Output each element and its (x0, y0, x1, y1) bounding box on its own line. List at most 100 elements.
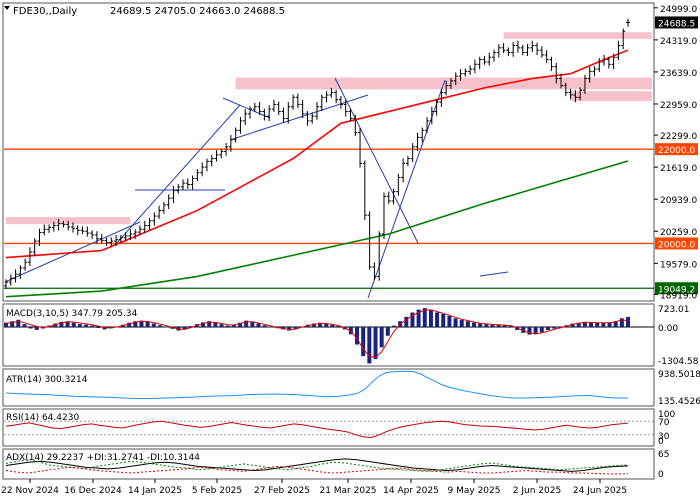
macd-bar-66 (410, 312, 415, 328)
bar-91 (439, 88, 444, 107)
bar-42 (204, 158, 209, 172)
macd-bar-21 (133, 321, 138, 328)
bar-85 (410, 143, 415, 163)
bar-5 (27, 247, 32, 266)
macd-bar-71 (441, 313, 446, 328)
macd-tick-0: 723.01 (658, 305, 690, 315)
bar-12 (61, 220, 66, 228)
macd-bar-62 (385, 327, 390, 336)
bar-102 (492, 49, 497, 62)
bar-97 (468, 65, 473, 75)
bar-58 (281, 107, 286, 123)
bar-57 (276, 101, 281, 115)
bar-2 (13, 269, 18, 283)
bar-62 (300, 99, 305, 119)
macd-tick-1: 0.00 (658, 324, 678, 334)
bar-95 (458, 69, 463, 82)
macd-bar-63 (391, 325, 396, 328)
bar-82 (396, 173, 401, 196)
bar-64 (310, 112, 315, 124)
macd-bar-50 (311, 323, 316, 328)
atr-line (5, 370, 629, 399)
price-tick-9: 18919.0 (660, 291, 697, 301)
bar-92 (444, 80, 449, 96)
bar-129 (621, 28, 626, 50)
bar-23 (114, 234, 119, 247)
bar-130 (626, 18, 630, 27)
macd-bar-42 (262, 325, 267, 328)
price-tick-4: 22299.0 (660, 132, 697, 142)
adx-tick-0: 65 (658, 450, 669, 460)
x-tick-6: 14 Apr 2025 (383, 486, 439, 496)
level-tag-0 (655, 143, 698, 156)
price-axis: 24999.0 24319.0 23639.0 22959.0 22299.0 21619… (654, 5, 698, 301)
macd-title: MACD(3,10,5) 347.79 205.34 (6, 309, 138, 319)
bar-43 (209, 154, 214, 167)
macd-bar-34 (213, 322, 218, 328)
macd-bar-80 (496, 325, 501, 328)
macd-bar-52 (324, 323, 329, 328)
rsi-tick-3: 0 (658, 437, 664, 447)
macd-bar-93 (576, 322, 581, 328)
price-tick-5: 21619.0 (660, 164, 697, 174)
bar-65 (315, 102, 319, 120)
macd-bar-61 (379, 327, 384, 348)
resistance-zone-3 (6, 217, 131, 225)
macd-bar-1 (10, 321, 15, 328)
macd-bar-40 (250, 321, 255, 328)
current-price: 24688.5 (658, 19, 695, 29)
bar-79 (381, 192, 386, 239)
bar-29 (142, 220, 147, 233)
rsi-tick-2: 30 (658, 432, 670, 442)
atr-tick-0: 938.5018 (658, 370, 700, 380)
bar-63 (305, 110, 310, 126)
macd-bar-59 (367, 327, 372, 364)
price-tick-1: 24319.0 (660, 37, 697, 47)
macd-bar-30 (188, 326, 193, 328)
bar-105 (506, 47, 511, 57)
bar-40 (195, 168, 200, 182)
adx-line (5, 458, 629, 472)
bar-24 (118, 234, 123, 243)
minus-di-line (5, 465, 629, 475)
bar-36 (176, 184, 181, 194)
bar-22 (109, 237, 114, 247)
macd-bar-24 (151, 323, 156, 328)
adx-tick-1: 0 (658, 470, 664, 480)
adx-title: ADX(14) 29.2237 +DI:31.2741 -DI:10.3144 (6, 453, 200, 463)
macd-tick-2: -1304.58 (658, 357, 699, 367)
bar-117 (563, 82, 568, 97)
bar-100 (482, 55, 487, 65)
bar-6 (32, 238, 37, 257)
price-tick-3: 22959.0 (660, 101, 697, 111)
macd-bar-76 (472, 322, 477, 328)
bar-72 (348, 108, 353, 122)
bar-126 (606, 56, 611, 69)
bar-68 (329, 87, 334, 98)
bar-80 (386, 191, 391, 204)
resistance-zones (6, 32, 652, 225)
bar-75 (362, 160, 367, 221)
macd-bar-39 (244, 320, 249, 328)
macd-bar-78 (484, 324, 489, 328)
symbol-title: FDE30,,Daily (13, 6, 77, 17)
macd-bar-82 (508, 325, 513, 328)
bar-122 (587, 66, 592, 83)
bar-108 (520, 45, 525, 56)
x-tick-3: 5 Feb 2025 (192, 486, 242, 496)
bar-87 (420, 127, 425, 143)
bar-99 (477, 56, 482, 70)
ohlc-readout: 24689.5 24705.0 24663.0 24688.5 (110, 6, 285, 17)
macd-bar-41 (256, 323, 261, 328)
bar-78 (377, 231, 382, 281)
bar-104 (501, 43, 506, 54)
bar-25 (123, 232, 128, 242)
macd-bar-57 (355, 327, 360, 345)
macd-bar-97 (601, 322, 606, 328)
bar-48 (233, 127, 238, 143)
price-tick-8: 19579.0 (660, 260, 697, 270)
bar-70 (338, 95, 343, 109)
bar-118 (568, 88, 573, 100)
bar-33 (161, 201, 166, 214)
macd-bar-85 (527, 327, 532, 335)
